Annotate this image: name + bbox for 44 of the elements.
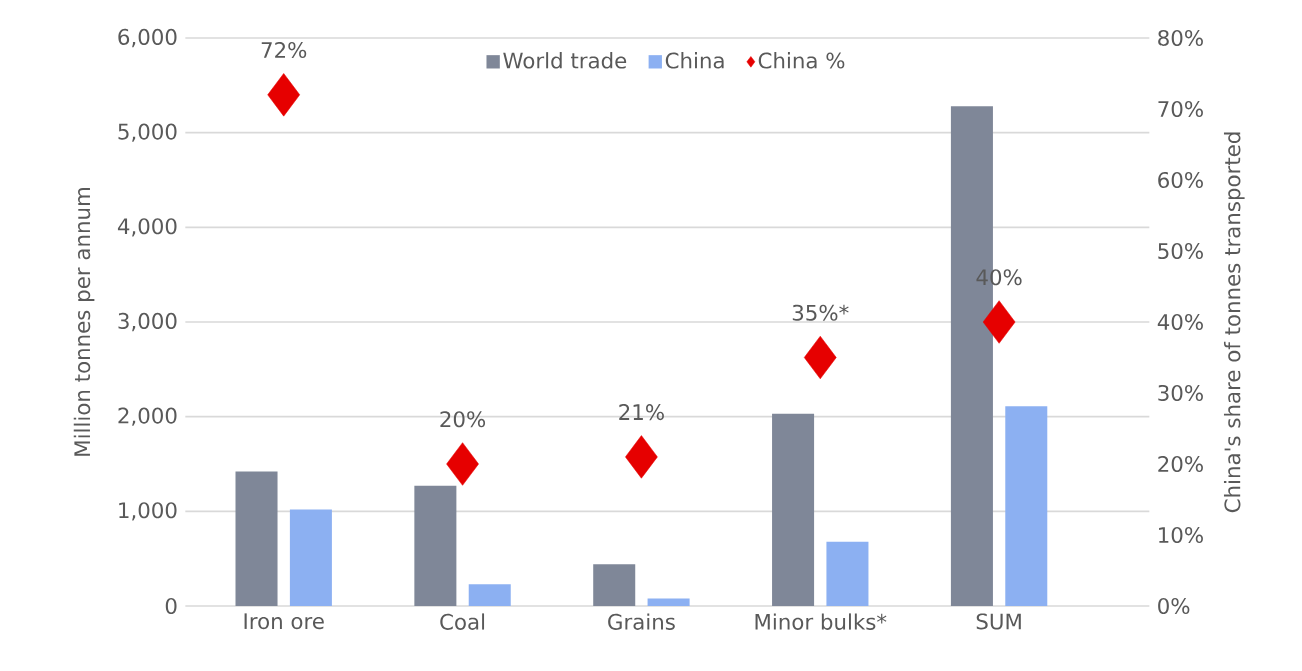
y2-tick-label: 50% — [1158, 242, 1203, 260]
y2-axis-title: China's share of tonnes transported — [1223, 132, 1245, 513]
x-tick-label: Grains — [608, 613, 675, 630]
y-tick-label: 0 — [165, 597, 177, 615]
bar — [289, 509, 332, 606]
y-tick-label: 1,000 — [119, 502, 177, 521]
bar — [1005, 406, 1048, 606]
bar — [826, 541, 869, 606]
data-label: 72% — [261, 41, 307, 59]
y-tick-label: 3,000 — [118, 312, 177, 332]
x-tick-label: Iron ore — [244, 613, 324, 630]
legend-label: China — [665, 52, 724, 69]
point — [982, 300, 1016, 344]
bar — [414, 485, 457, 606]
y2-tick-label: 70% — [1158, 100, 1203, 118]
y2-tick-label: 20% — [1158, 455, 1203, 473]
point — [446, 442, 479, 486]
data-label: 20% — [440, 411, 486, 428]
point — [803, 335, 837, 380]
bar — [772, 413, 815, 606]
y2-tick-label: 0% — [1158, 597, 1190, 615]
y-tick-label: 2,000 — [118, 407, 177, 426]
data-label: 35%* — [792, 304, 849, 321]
x-tick-label: Minor bulks* — [755, 613, 887, 630]
legend-label: World trade — [503, 52, 627, 69]
x-tick-label: Coal — [440, 613, 485, 630]
legend-label: China % — [758, 52, 845, 69]
bar — [468, 584, 511, 606]
y2-tick-label: 40% — [1157, 313, 1203, 331]
data-label: 21% — [619, 404, 664, 421]
y-axis-title: Million tonnes per annum — [73, 187, 95, 456]
y2-tick-label: 30% — [1158, 384, 1203, 402]
bar — [235, 471, 278, 606]
y-tick-label: 6,000 — [118, 28, 177, 48]
y2-tick-label: 10% — [1159, 526, 1203, 544]
y-tick-label: 5,000 — [118, 123, 177, 142]
x-tick-label: SUM — [976, 613, 1021, 630]
y2-tick-label: 60% — [1158, 171, 1203, 189]
point — [625, 435, 658, 479]
bar — [593, 564, 636, 606]
y-tick-label: 4,000 — [117, 218, 177, 237]
y2-tick-label: 80% — [1158, 29, 1203, 47]
point — [267, 73, 300, 117]
bar — [647, 598, 690, 606]
